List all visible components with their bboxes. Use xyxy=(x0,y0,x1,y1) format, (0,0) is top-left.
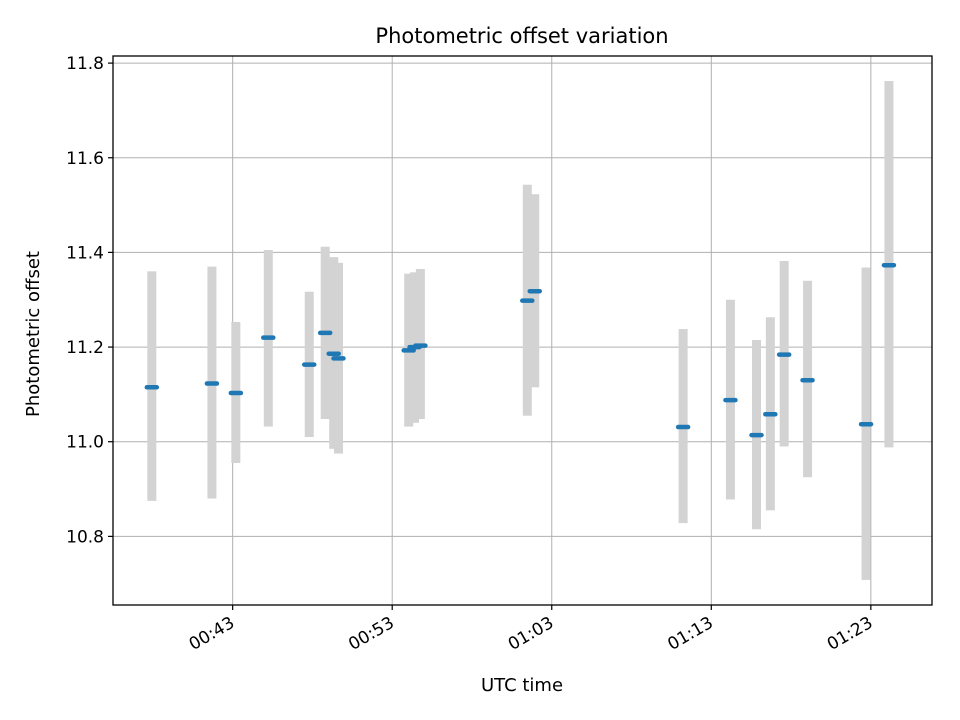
x-axis-label: UTC time xyxy=(481,675,563,696)
y-axis-label: Photometric offset xyxy=(23,251,44,417)
data-markers xyxy=(144,262,897,438)
plot-area-frame xyxy=(112,55,933,606)
y-tick-label: 11.4 xyxy=(66,243,104,263)
chart-title: Photometric offset variation xyxy=(375,24,668,48)
y-tick-label: 11.8 xyxy=(66,54,104,74)
y-tick-label: 11.0 xyxy=(66,433,104,453)
y-tick-label: 11.6 xyxy=(66,149,104,169)
grid xyxy=(113,56,932,605)
y-tick-label: 10.8 xyxy=(66,527,104,547)
y-tick-label: 11.2 xyxy=(66,338,104,358)
